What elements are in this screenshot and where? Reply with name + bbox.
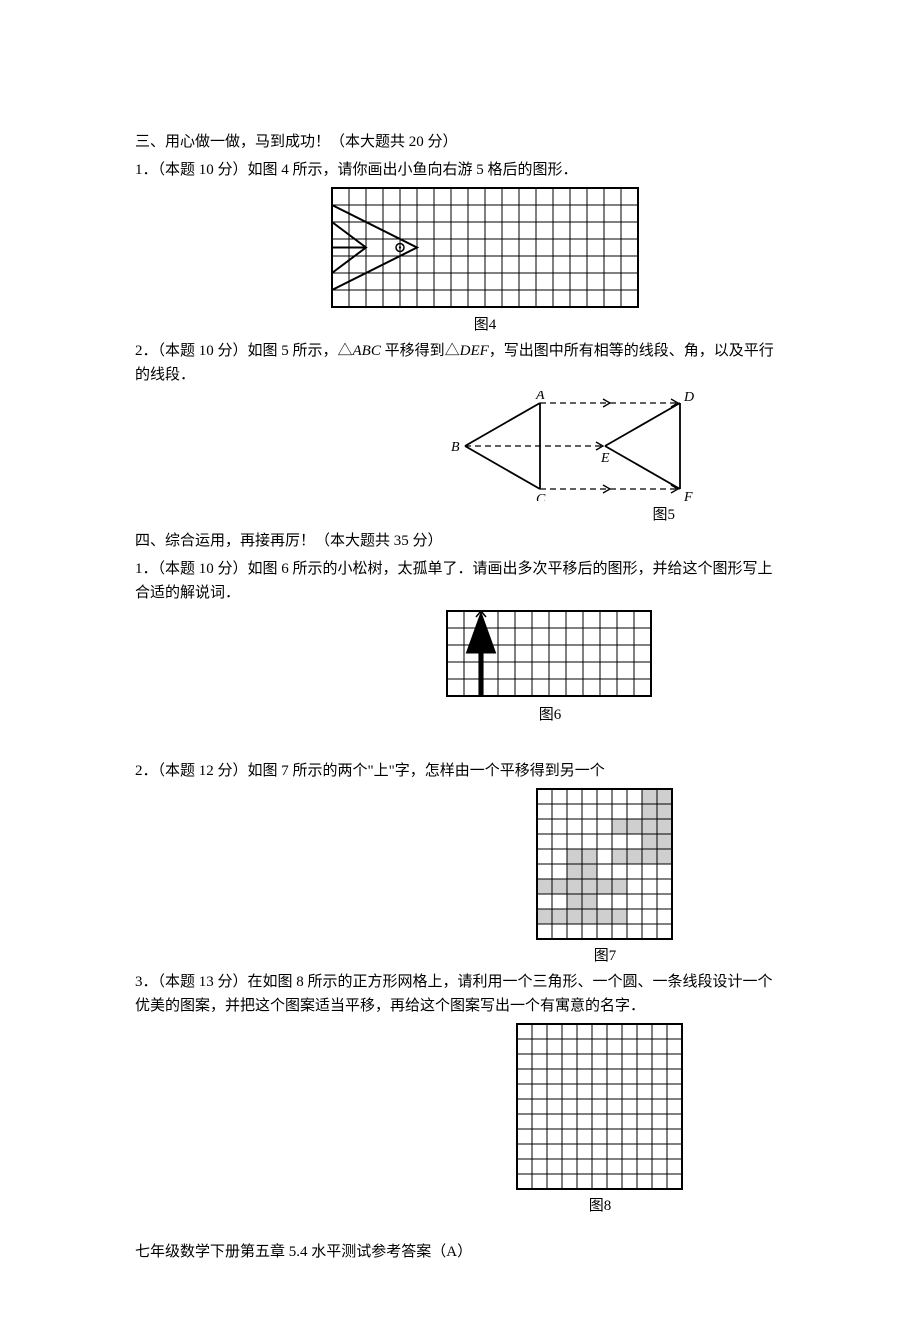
s4-q3-text: 3．（本题 13 分）在如图 8 所示的正方形网格上，请利用一个三角形、一个圆、…	[135, 970, 785, 1018]
svg-text:D: D	[683, 391, 694, 405]
s3-q2-abc: ABC	[353, 343, 381, 359]
figure-7-caption: 图7	[594, 948, 617, 964]
figure-4-svg	[330, 186, 640, 311]
figure-8-container: 图8	[135, 1022, 785, 1218]
svg-text:C: C	[536, 492, 546, 501]
figure-8-caption: 图8	[589, 1198, 612, 1214]
svg-text:E: E	[600, 451, 610, 466]
s4-q2-text: 2．（本题 12 分）如图 7 所示的两个"上"字，怎样由一个平移得到另一个	[135, 759, 785, 783]
svg-text:A: A	[535, 391, 545, 403]
s3-q2-def: DEF	[460, 343, 489, 359]
section4-heading: 四、综合运用，再接再厉！（本大题共 35 分）	[135, 529, 785, 553]
figure-4-caption: 图4	[474, 317, 497, 333]
svg-text:B: B	[451, 440, 460, 455]
s3-q2-text: 2．（本题 10 分）如图 5 所示，△ABC 平移得到△DEF，写出图中所有相…	[135, 339, 785, 387]
figure-8-svg	[515, 1022, 685, 1192]
figure-7-container: 图7	[135, 787, 785, 968]
figure-7-svg	[535, 787, 675, 942]
s4-q1-text: 1．（本题 10 分）如图 6 所示的小松树，太孤单了．请画出多次平移后的图形，…	[135, 557, 785, 605]
figure-5-svg: A B C D E F	[445, 391, 715, 501]
figure-5-container: A B C D E F 图5	[135, 391, 785, 527]
s3-q1-text: 1．（本题 10 分）如图 4 所示，请你画出小鱼向右游 5 格后的图形．	[135, 158, 785, 182]
figure-5-caption: 图5	[652, 507, 675, 523]
figure-4-container: 图4	[135, 186, 785, 337]
figure-6-container: 图6	[135, 609, 785, 727]
figure-6-svg	[445, 609, 655, 701]
svg-text:F: F	[683, 490, 693, 501]
figure-6-caption: 图6	[539, 707, 562, 723]
section3-heading: 三、用心做一做，马到成功！（本大题共 20 分）	[135, 130, 785, 154]
s3-q2-part-a: 2．（本题 10 分）如图 5 所示，△	[135, 343, 353, 359]
s3-q2-part-b: 平移得到△	[381, 343, 460, 359]
footer-text: 七年级数学下册第五章 5.4 水平测试参考答案（A）	[135, 1240, 785, 1264]
